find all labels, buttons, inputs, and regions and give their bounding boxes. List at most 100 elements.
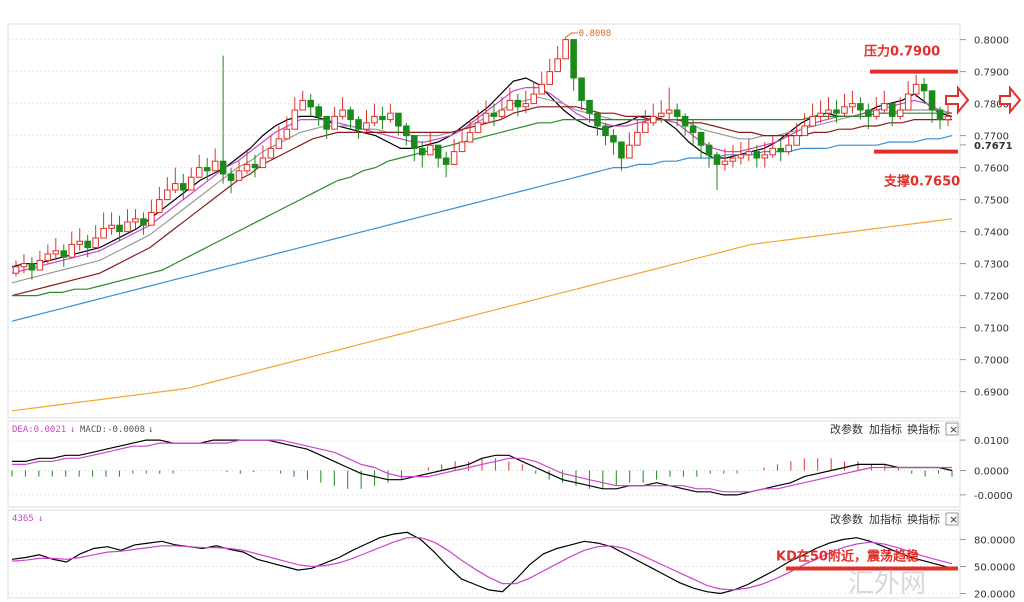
candle-body bbox=[211, 160, 219, 172]
dea-label: DEA:0.0021 bbox=[12, 425, 66, 435]
candle-body bbox=[737, 154, 745, 159]
candle-body bbox=[888, 103, 896, 117]
peak-pointer bbox=[565, 32, 578, 38]
candle-body bbox=[673, 109, 681, 117]
candle-body bbox=[920, 83, 928, 92]
candlesticks bbox=[12, 37, 952, 280]
price-annotations: 0.8008 压力0.7900 支撑0.7650 bbox=[565, 29, 960, 190]
candle-body bbox=[426, 144, 434, 156]
kd-y-axis: 80.0000 50.0000 20.0000 bbox=[960, 536, 1015, 601]
candle-body bbox=[721, 160, 729, 165]
kd-swap-indicator-button[interactable]: 换指标 bbox=[907, 512, 940, 526]
candle-body bbox=[681, 115, 689, 127]
candle-body bbox=[275, 138, 283, 149]
macd-label: MACD:-0.0008 bbox=[80, 425, 145, 435]
macd-gridlines bbox=[8, 439, 960, 496]
kd-gridlines bbox=[8, 539, 960, 594]
candle-body bbox=[530, 93, 538, 105]
candle-body bbox=[881, 103, 888, 111]
candle-body bbox=[339, 109, 346, 117]
candle-body bbox=[873, 109, 880, 117]
candle-body bbox=[132, 218, 139, 223]
macd-close-button[interactable] bbox=[945, 422, 959, 436]
candle-body bbox=[538, 83, 546, 95]
candle-body bbox=[259, 157, 267, 169]
candle-body bbox=[347, 109, 354, 121]
price-y-axis: 0.8000 0.7900 0.7800 0.7700 0.7600 0.7500 0.74… bbox=[960, 36, 1013, 399]
price-y-tick-label: 0.7600 bbox=[974, 164, 1009, 175]
candle-body bbox=[315, 106, 322, 117]
candle-body bbox=[546, 71, 553, 85]
close-icon: × bbox=[949, 423, 958, 436]
kd-close-icon: × bbox=[949, 513, 958, 526]
kd-close-button[interactable] bbox=[945, 512, 959, 526]
candle-body bbox=[586, 99, 593, 114]
candle-body bbox=[323, 115, 330, 130]
last-price-label: 0.7671 bbox=[974, 141, 1013, 152]
macd-y-tick-label: -0.0000 bbox=[974, 491, 1013, 502]
candle-body bbox=[371, 115, 378, 124]
candle-body bbox=[36, 259, 44, 271]
macd-arrow-icon: ↓ bbox=[148, 425, 153, 435]
change-params-button[interactable]: 改参数 bbox=[830, 422, 863, 436]
candle-body bbox=[68, 243, 76, 258]
kd-y-tick-label: 80.0000 bbox=[974, 536, 1015, 547]
candle-body bbox=[785, 144, 792, 153]
kd-panel: 80.0000 50.0000 20.0000 4365 ↓ 改参数 加指标 换指标… bbox=[7, 509, 1015, 601]
candle-body bbox=[108, 224, 115, 229]
kd-change-params-button[interactable]: 改参数 bbox=[830, 512, 863, 526]
kd-add-indicator-button[interactable]: 加指标 bbox=[869, 512, 902, 526]
candle-body bbox=[172, 183, 179, 191]
candle-body bbox=[642, 122, 649, 133]
macd-y-tick-label: 0.0000 bbox=[974, 467, 1009, 478]
candle-body bbox=[570, 39, 577, 79]
price-panel: 0.8000 0.7900 0.7800 0.7700 0.7600 0.7500 0.74… bbox=[7, 23, 1013, 419]
candle-body bbox=[267, 147, 275, 159]
candle-body bbox=[904, 93, 912, 111]
swap-indicator-button[interactable]: 换指标 bbox=[907, 422, 940, 436]
candle-body bbox=[482, 112, 490, 124]
price-y-tick-label: 0.7100 bbox=[974, 324, 1009, 335]
price-y-tick-label: 0.7200 bbox=[974, 292, 1009, 303]
add-indicator-button[interactable]: 加指标 bbox=[869, 422, 902, 436]
price-y-tick-label: 0.7800 bbox=[974, 100, 1009, 111]
moving-average-line bbox=[11, 218, 953, 412]
candle-body bbox=[235, 170, 243, 181]
candle-body bbox=[148, 211, 155, 226]
candle-body bbox=[514, 99, 522, 108]
k-line bbox=[11, 531, 953, 595]
candle-body bbox=[777, 147, 785, 153]
candle-body bbox=[825, 109, 832, 114]
kd-arrow-icon: ↓ bbox=[38, 514, 43, 524]
candle-body bbox=[498, 109, 506, 117]
price-y-tick-label: 0.7000 bbox=[974, 356, 1009, 367]
arrow-right-icon bbox=[945, 85, 970, 115]
candle-body bbox=[522, 103, 530, 108]
candle-body bbox=[801, 125, 808, 137]
candle-body bbox=[809, 115, 816, 127]
candle-body bbox=[219, 160, 227, 175]
candle-body bbox=[944, 115, 952, 121]
candle-body bbox=[283, 128, 291, 140]
candle-body bbox=[936, 109, 944, 121]
price-y-tick-label: 0.7700 bbox=[974, 132, 1009, 143]
candle-body bbox=[769, 147, 777, 156]
candle-body bbox=[896, 109, 904, 117]
candle-body bbox=[841, 106, 848, 114]
candle-body bbox=[307, 99, 315, 108]
dif-line bbox=[12, 439, 953, 496]
price-y-tick-label: 0.7500 bbox=[974, 196, 1009, 207]
candle-body bbox=[833, 109, 840, 114]
candle-body bbox=[665, 109, 673, 114]
candle-body bbox=[140, 218, 147, 226]
candle-body bbox=[657, 112, 665, 117]
candle-body bbox=[379, 115, 386, 121]
candle-body bbox=[689, 125, 697, 133]
candle-body bbox=[363, 122, 370, 130]
candle-body bbox=[124, 221, 131, 233]
candle-body bbox=[578, 77, 585, 101]
candle-body bbox=[458, 141, 466, 153]
candle-body bbox=[84, 240, 91, 249]
candle-body bbox=[928, 90, 936, 111]
candle-body bbox=[554, 58, 561, 73]
